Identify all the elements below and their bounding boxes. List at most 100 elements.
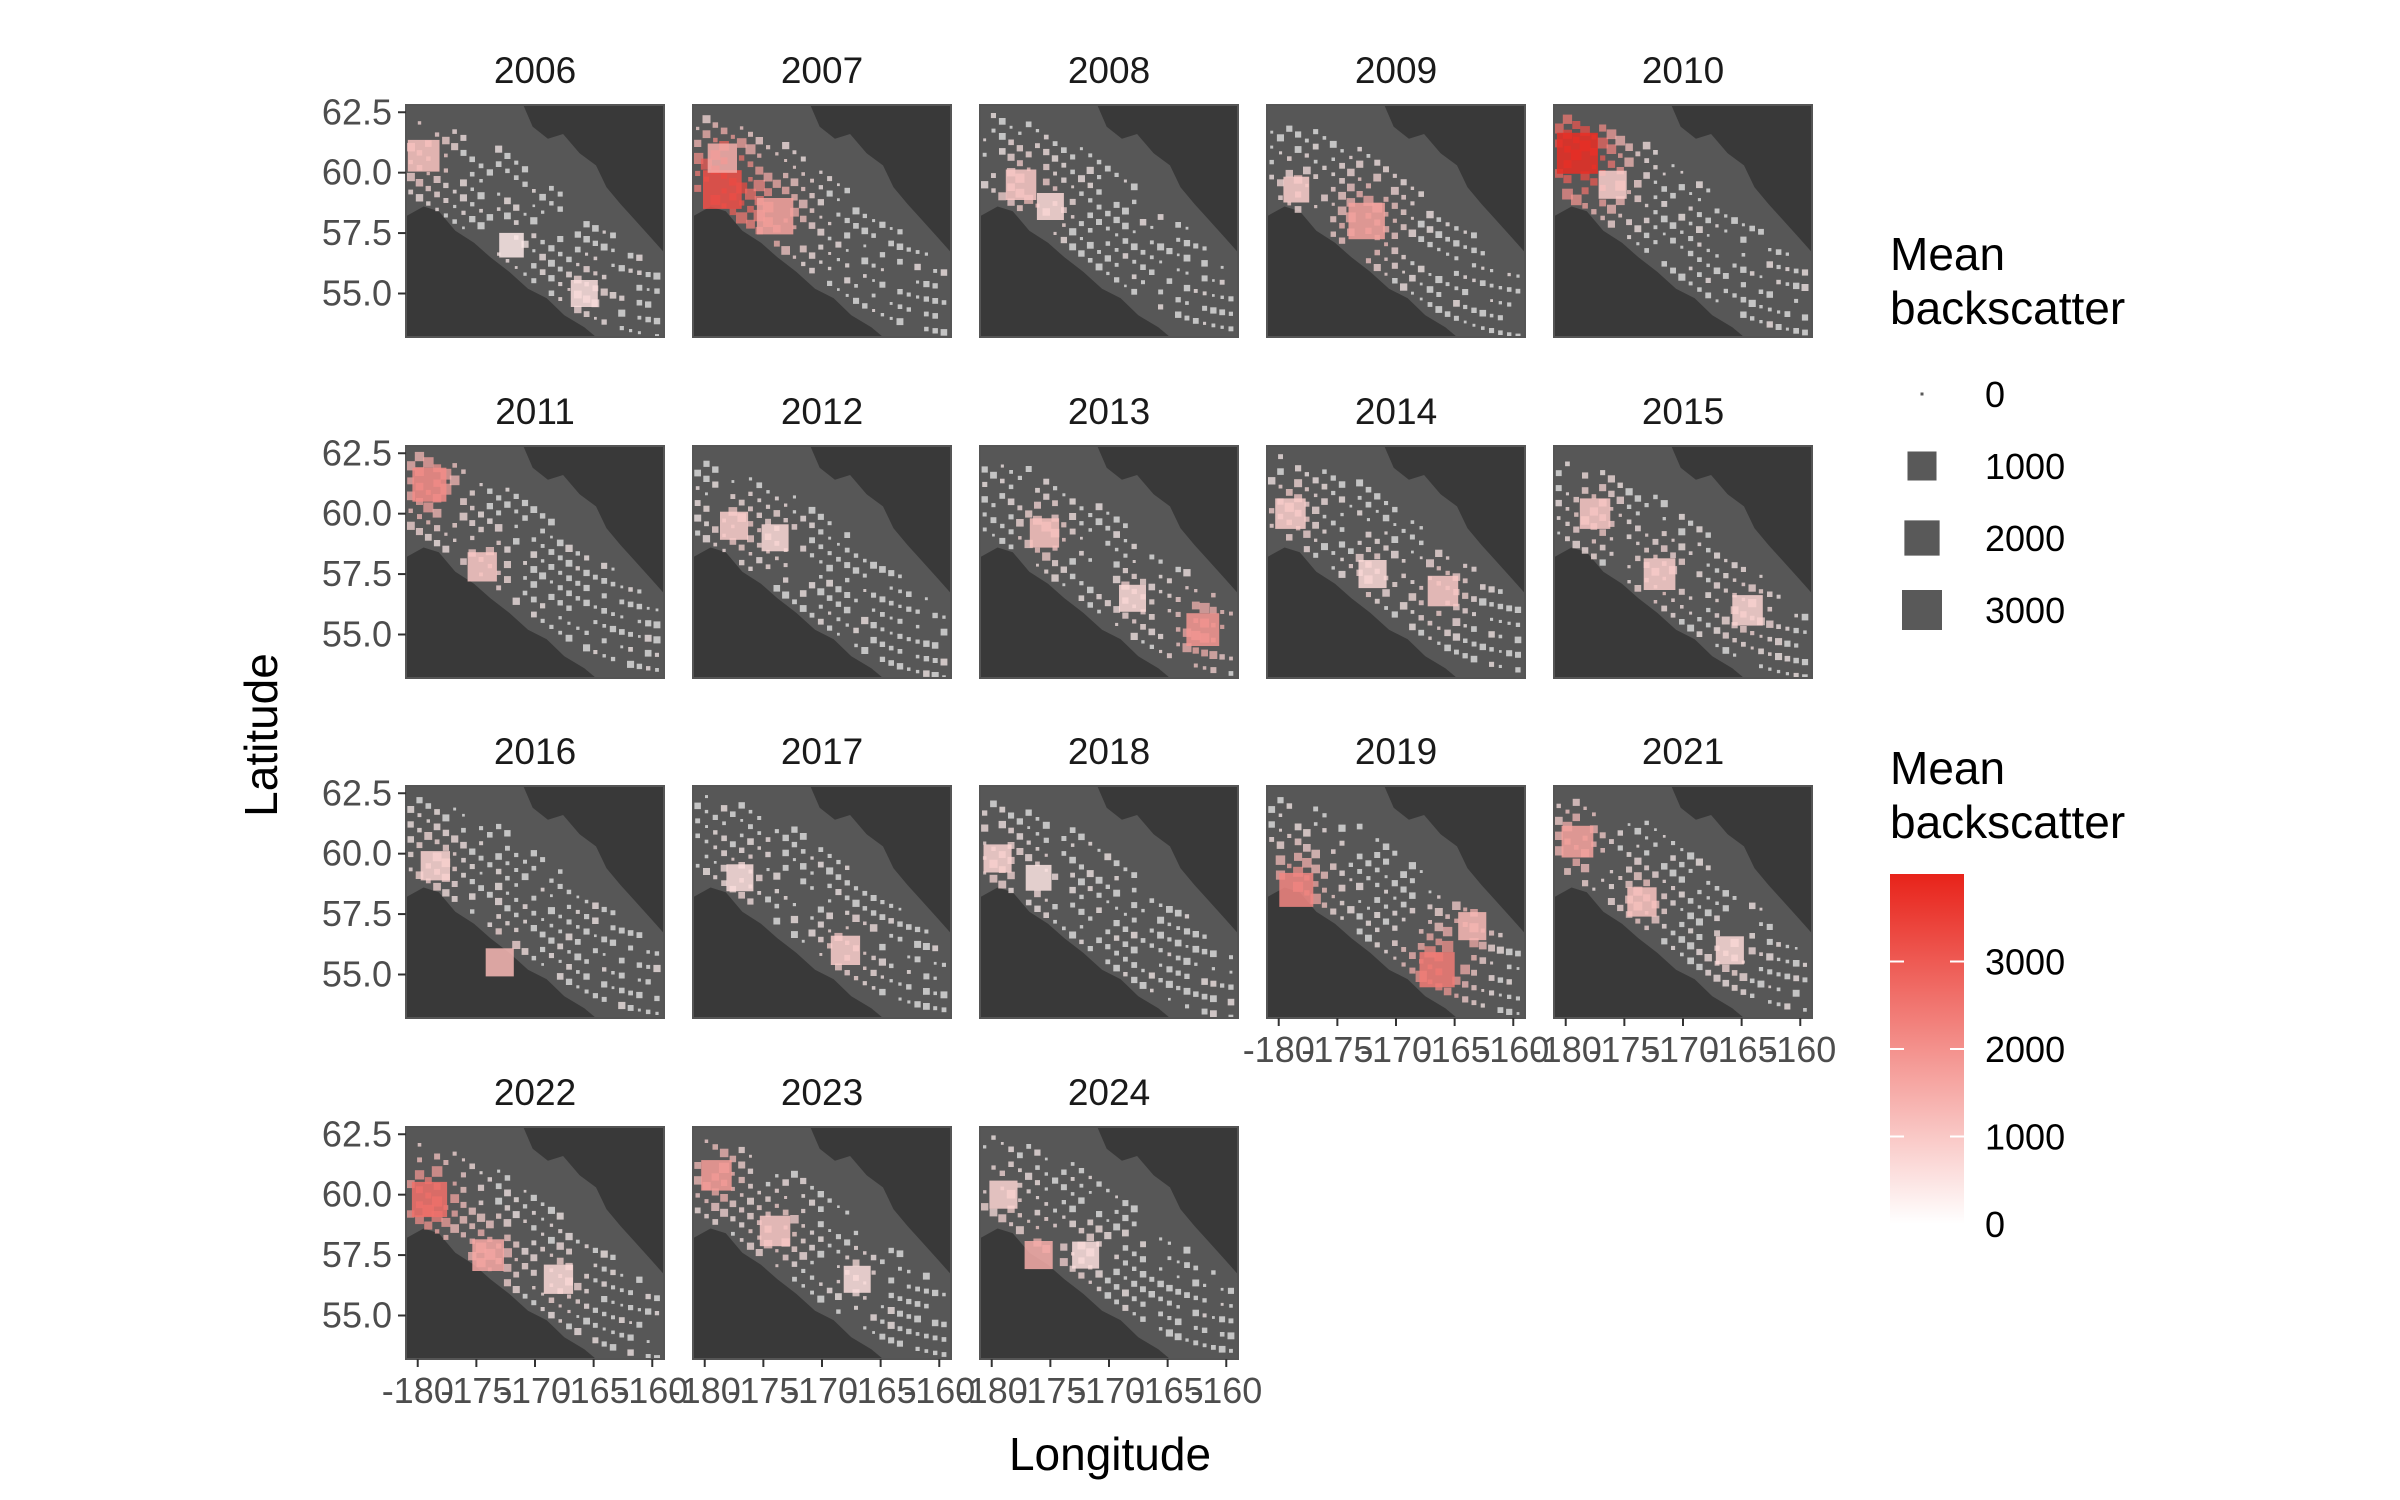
grid-cell — [756, 512, 762, 518]
grid-cell — [1592, 887, 1596, 891]
facet-panel-2017: 2017 — [692, 731, 952, 1019]
grid-cell — [991, 503, 996, 508]
grid-cell — [451, 896, 458, 902]
grid-cell — [584, 1273, 589, 1279]
y-tick-label: 60.0 — [322, 152, 392, 193]
grid-cell — [889, 616, 893, 620]
x-tick-label: -175 — [1588, 1029, 1660, 1070]
grid-cell — [782, 591, 790, 599]
grid-cell — [1776, 624, 1781, 629]
grid-cell — [1079, 191, 1084, 196]
grid-cell — [1140, 624, 1146, 630]
grid-cell — [712, 814, 718, 820]
grid-cell — [983, 1145, 987, 1149]
panel-border — [692, 785, 952, 1019]
grid-cell — [1572, 813, 1580, 822]
grid-cell — [497, 1169, 501, 1173]
grid-cell — [1688, 266, 1693, 271]
grid-cell — [1426, 286, 1434, 293]
grid-cell — [1748, 299, 1756, 307]
grid-cell — [470, 535, 475, 541]
facet-panel-2009: 2009 — [1266, 50, 1526, 338]
grid-cell — [1131, 962, 1138, 968]
grid-cell — [897, 304, 903, 309]
grid-cell — [1384, 272, 1388, 276]
grid-cell — [1750, 316, 1755, 321]
grid-cell — [434, 839, 440, 845]
grid-cell — [1338, 570, 1346, 578]
grid-cell — [871, 233, 876, 238]
grid-cell — [835, 963, 842, 971]
grid-cell — [933, 1006, 938, 1011]
grid-cell — [713, 875, 718, 880]
grid-cell — [736, 212, 748, 224]
grid-cell — [592, 1337, 599, 1344]
grid-cell — [567, 288, 571, 291]
grid-cell — [479, 1171, 483, 1175]
grid-cell — [1463, 245, 1467, 249]
grid-cell — [1715, 901, 1719, 905]
grid-cell — [1338, 541, 1346, 548]
grid-cell — [1079, 894, 1084, 900]
grid-cell — [1322, 136, 1327, 140]
grid-cell — [1357, 540, 1362, 545]
grid-cell — [1157, 214, 1164, 220]
grid-cell — [1219, 279, 1225, 285]
grid-cell — [932, 658, 938, 663]
x-tick-label: -165 — [1419, 1029, 1491, 1070]
grid-cell — [1097, 848, 1101, 852]
hotspot-cell — [411, 1181, 448, 1218]
grid-cell — [1383, 196, 1389, 202]
grid-cell — [1008, 514, 1014, 520]
grid-cell — [1488, 944, 1495, 952]
grid-cell — [1723, 288, 1728, 294]
grid-cell — [1034, 1149, 1041, 1156]
grid-cell — [1210, 307, 1217, 314]
grid-cell — [1767, 606, 1773, 612]
grid-cell — [1212, 294, 1215, 297]
grid-cell — [1348, 548, 1354, 554]
grid-cell — [1374, 553, 1381, 560]
grid-cell — [1678, 588, 1685, 595]
grid-cell — [601, 996, 607, 1002]
grid-cell — [504, 830, 511, 837]
facet-label: 2014 — [1355, 391, 1437, 432]
grid-cell — [1052, 186, 1058, 191]
grid-cell — [1113, 1284, 1120, 1290]
x-tick-label: -180 — [669, 1370, 741, 1411]
grid-cell — [1489, 661, 1495, 667]
grid-cell — [1454, 649, 1459, 655]
grid-cell — [557, 266, 563, 272]
grid-cell — [1731, 984, 1738, 991]
grid-cell — [566, 919, 572, 925]
grid-cell — [757, 153, 762, 158]
grid-cell — [837, 288, 840, 291]
grid-cell — [406, 1180, 415, 1189]
grid-cell — [1767, 969, 1773, 975]
panel-border — [979, 104, 1239, 338]
grid-cell — [799, 590, 807, 597]
grid-cell — [906, 1314, 912, 1319]
grid-cell — [775, 556, 779, 561]
grid-cell — [1211, 967, 1215, 971]
grid-cell — [1165, 1329, 1173, 1337]
grid-cell — [1670, 267, 1676, 274]
grid-cell — [695, 1193, 700, 1198]
grid-cell — [1321, 194, 1328, 202]
grid-cell — [1759, 907, 1763, 911]
grid-cell — [1105, 929, 1111, 935]
grid-cell — [1227, 998, 1235, 1006]
grid-cell — [1329, 140, 1337, 148]
grid-cell — [1383, 858, 1390, 865]
grid-cell — [503, 1279, 511, 1287]
grid-cell — [826, 564, 833, 572]
grid-cell — [1634, 495, 1642, 502]
grid-cell — [1453, 315, 1459, 321]
grid-cell — [1078, 1168, 1085, 1174]
facet-label: 2008 — [1068, 50, 1150, 91]
grid-cell — [1374, 159, 1381, 166]
grid-cell — [1565, 461, 1570, 467]
grid-cell — [611, 263, 615, 267]
grid-cell — [1705, 217, 1711, 224]
